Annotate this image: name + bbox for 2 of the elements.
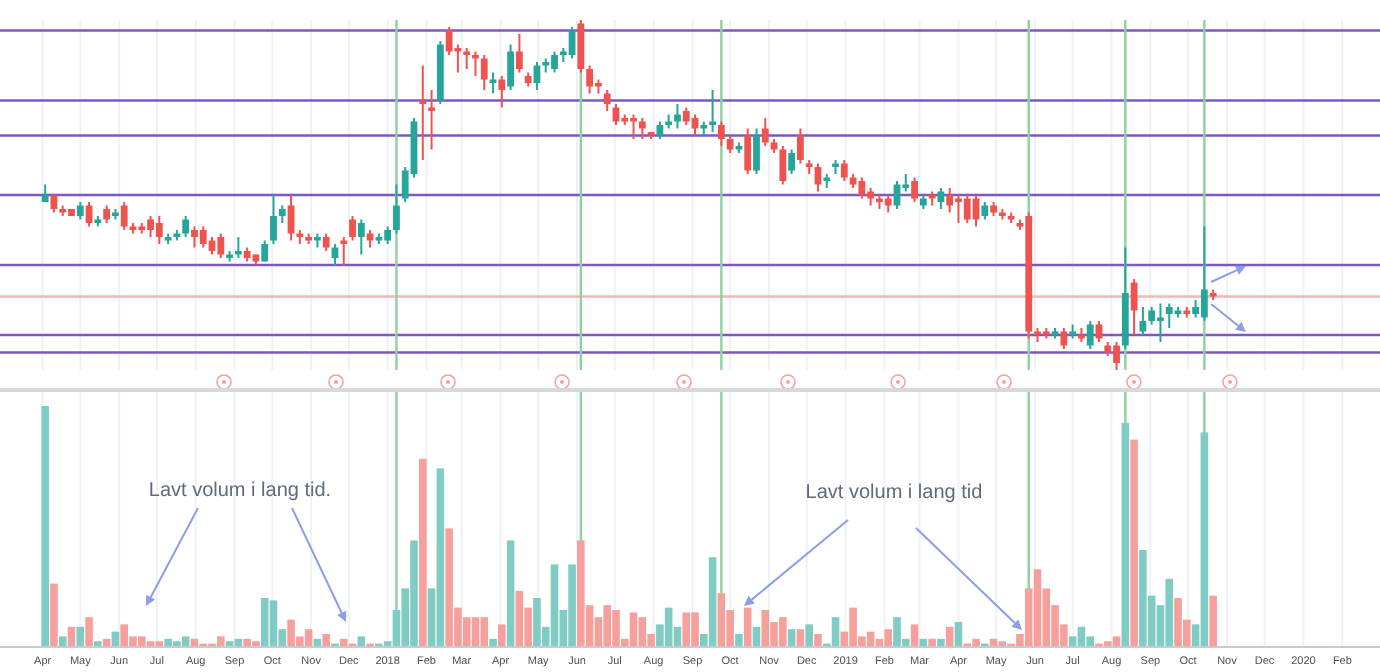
annotation: Lavt volum i lang tid.	[148, 480, 332, 502]
annotation: Lavt volum i lang tid	[805, 482, 983, 504]
